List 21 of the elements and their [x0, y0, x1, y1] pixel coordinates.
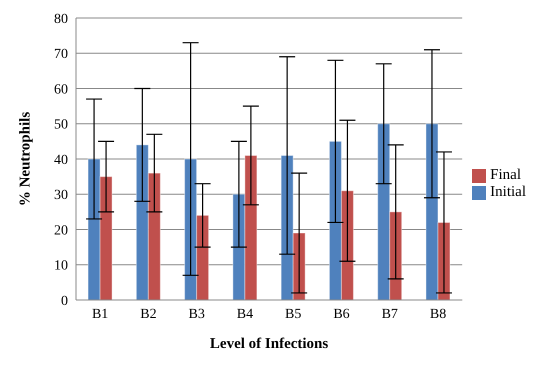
x-tick-label: B1: [92, 306, 108, 322]
x-tick-label: B4: [236, 306, 254, 322]
y-tick-label: 10: [54, 258, 68, 274]
x-tick-label: B7: [382, 306, 398, 322]
y-tick-label: 40: [54, 152, 68, 168]
x-tick-label: B6: [333, 306, 350, 322]
y-tick-label: 70: [54, 47, 68, 62]
y-axis-title: % Neutrophils: [17, 112, 34, 206]
x-tick-label: B8: [430, 306, 446, 322]
x-tick-label: B5: [285, 306, 302, 322]
legend-label: Initial: [490, 184, 526, 200]
y-tick-label: 0: [61, 294, 68, 309]
y-tick-label: 50: [54, 118, 68, 133]
x-axis-title: Level of Infections: [210, 336, 328, 352]
y-tick-label: 20: [54, 223, 68, 238]
y-tick-label: 80: [54, 12, 68, 27]
x-tick-label: B2: [140, 306, 157, 322]
legend-label: Final: [490, 167, 522, 183]
y-tick-label: 60: [54, 82, 68, 98]
x-tick-label: B3: [188, 306, 205, 322]
y-tick-label: 30: [54, 188, 68, 204]
